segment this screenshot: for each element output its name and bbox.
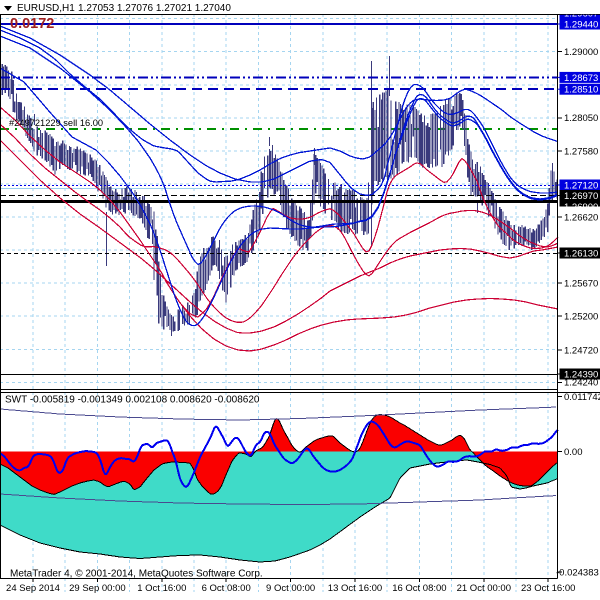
svg-text:EURUSD,H1: EURUSD,H1 [17,3,75,14]
svg-text:21 Oct 00:00: 21 Oct 00:00 [457,583,511,594]
svg-text:#249721229 sell 16.00: #249721229 sell 16.00 [9,118,103,128]
svg-text:24 Sep 2014: 24 Sep 2014 [6,583,60,594]
svg-text:1.25670: 1.25670 [564,279,598,290]
svg-text:1.24720: 1.24720 [564,345,598,356]
svg-text:0.00: 0.00 [564,447,583,458]
svg-text:1.28673: 1.28673 [564,73,598,84]
svg-text:1.28050: 1.28050 [564,113,598,124]
svg-text:1.29607: 1.29607 [564,9,598,20]
svg-text:29 Sep 00:00: 29 Sep 00:00 [69,583,126,594]
svg-text:0.0172: 0.0172 [10,16,54,32]
svg-text:1.26970: 1.26970 [564,191,598,202]
svg-text:1.25200: 1.25200 [564,312,598,323]
svg-text:23 Oct 16:00: 23 Oct 16:00 [521,583,575,594]
svg-text:1.27053 1.27076 1.27021 1.2704: 1.27053 1.27076 1.27021 1.27040 [78,3,231,14]
svg-text:1 Oct 16:00: 1 Oct 16:00 [137,583,186,594]
svg-text:1.26620: 1.26620 [564,212,598,223]
svg-text:1.26900: 1.26900 [564,202,598,213]
svg-text:1.27580: 1.27580 [564,146,598,157]
svg-text:MetaTrader 4, © 2001-2014, Met: MetaTrader 4, © 2001-2014, MetaQuotes So… [10,569,263,580]
svg-text:16 Oct 08:00: 16 Oct 08:00 [392,583,446,594]
svg-text:6 Oct 08:00: 6 Oct 08:00 [202,583,251,594]
svg-text:1.26130: 1.26130 [564,248,598,259]
svg-text:1.27120: 1.27120 [564,180,598,191]
svg-text:1.24240: 1.24240 [564,378,598,389]
svg-text:9 Oct 00:00: 9 Oct 00:00 [266,583,315,594]
svg-text:SWT -0.005819 -0.001349 0.0021: SWT -0.005819 -0.001349 0.002108 0.00862… [5,395,260,406]
svg-text:1.24390: 1.24390 [564,369,598,380]
svg-text:-0.024383: -0.024383 [556,567,599,578]
svg-text:0.011742: 0.011742 [564,392,600,403]
svg-text:1.29000: 1.29000 [564,47,598,58]
svg-text:1.28510: 1.28510 [564,85,598,96]
svg-text:13 Oct 16:00: 13 Oct 16:00 [328,583,382,594]
svg-text:1.29440: 1.29440 [564,19,598,30]
